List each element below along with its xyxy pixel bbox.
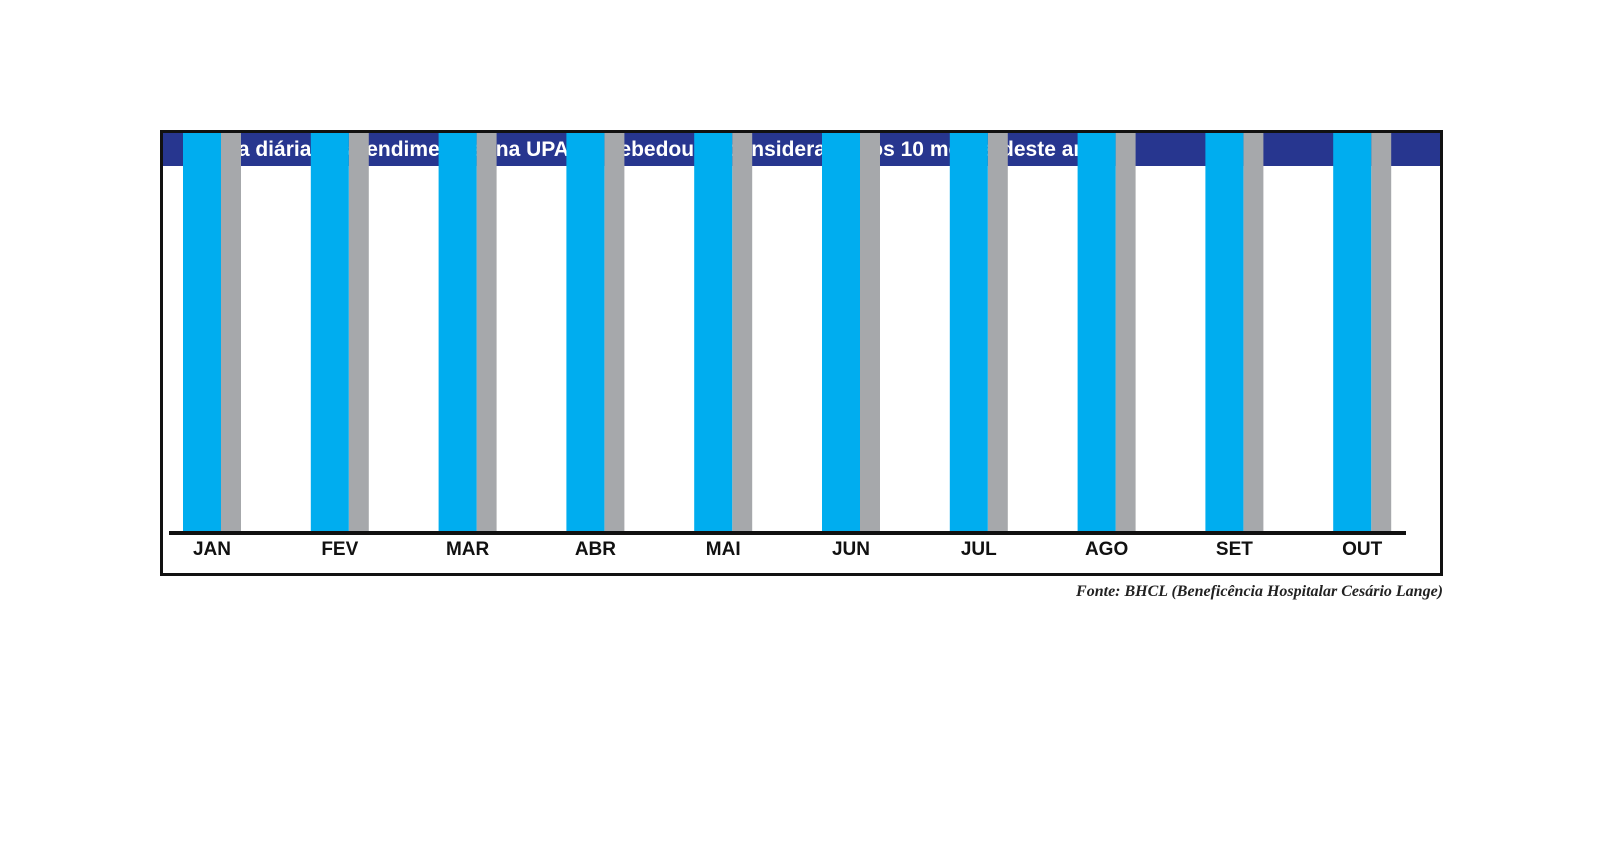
bar-shadow: [732, 133, 753, 531]
bar: [566, 133, 605, 531]
bar: [1077, 133, 1116, 531]
x-tick-label: MAR: [446, 539, 490, 560]
bar-shadow: [476, 133, 497, 531]
x-tick-label: ABR: [575, 539, 616, 560]
bar: [949, 133, 988, 531]
bar: [438, 133, 477, 531]
x-tick-label: JUN: [832, 539, 870, 560]
x-tick-label: FEV: [321, 539, 358, 560]
x-tick-label: SET: [1216, 539, 1253, 560]
bar-shadow: [348, 133, 369, 531]
x-tick-label: AGO: [1085, 539, 1128, 560]
bar: [694, 133, 733, 531]
bar: [183, 133, 221, 531]
x-tick-label: JUL: [961, 539, 997, 560]
bar-shadow: [221, 133, 241, 531]
x-axis-baseline: [169, 531, 1406, 535]
bar: [310, 133, 349, 531]
bar-shadow: [1115, 133, 1136, 531]
chart-frame: Média diária de atendimentos, na UPA de …: [160, 130, 1443, 576]
bar-shadow: [1371, 133, 1392, 531]
bar-shadow: [860, 133, 880, 531]
bar: [1333, 133, 1372, 531]
bar: [1205, 133, 1244, 532]
x-tick-label: MAI: [706, 539, 741, 560]
bar-shadow: [1243, 133, 1264, 531]
x-tick-label: OUT: [1342, 539, 1383, 560]
x-tick-label: JAN: [193, 539, 231, 560]
bar-shadow: [987, 133, 1008, 531]
bar-chart-plot: 352/diaJAN361/diaFEV411/diaMAR401/diaABR…: [169, 133, 1406, 560]
bar-shadow: [604, 133, 625, 531]
bar: [822, 133, 860, 531]
source-note: Fonte: BHCL (Beneficência Hospitalar Ces…: [1076, 583, 1443, 600]
